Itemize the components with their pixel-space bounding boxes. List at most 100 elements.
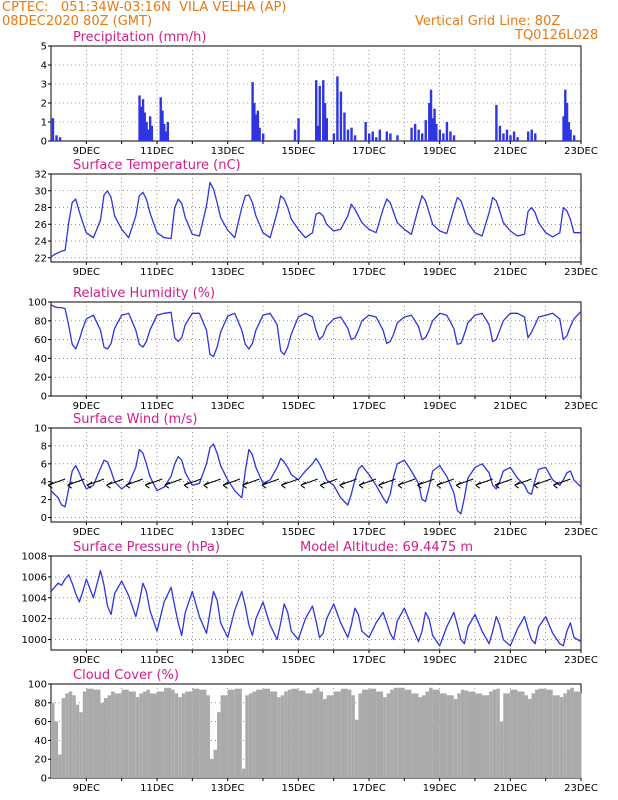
cloud-ytick-label: 60 bbox=[34, 717, 47, 728]
cloud-bar bbox=[210, 759, 214, 778]
cloud-bar bbox=[255, 689, 263, 778]
cloud-bar bbox=[340, 688, 348, 778]
cloud-bar bbox=[397, 687, 405, 778]
wind-arrow bbox=[125, 478, 144, 486]
wind-arrow-head bbox=[300, 481, 307, 486]
precip-bar bbox=[339, 91, 343, 141]
pres-ytick-label: 1002 bbox=[22, 614, 47, 625]
wind-arrow-head bbox=[203, 481, 209, 486]
cloud-bar bbox=[100, 702, 104, 778]
cloud-bar bbox=[270, 691, 278, 778]
precip-bar bbox=[353, 135, 357, 141]
precip-bar bbox=[534, 133, 537, 141]
wind-arrow-head bbox=[281, 484, 286, 489]
cloud-bar bbox=[54, 721, 59, 778]
wind-ytick-label: 4 bbox=[41, 477, 47, 488]
wind-arrow-head bbox=[261, 484, 267, 489]
wind-arrow-head bbox=[533, 481, 540, 486]
rh-ytick-label: 20 bbox=[34, 373, 47, 384]
wind-arrow-head bbox=[358, 484, 364, 489]
precip-bar bbox=[166, 122, 169, 141]
cloud-bar bbox=[390, 689, 394, 778]
wind-arrow-head bbox=[397, 484, 403, 489]
precip-title: Precipitation (mm/h) bbox=[73, 30, 206, 45]
wind-arrow-head bbox=[514, 481, 520, 486]
pres-xtick-label: 11DEC bbox=[140, 655, 174, 666]
rh-xtick-label: 11DEC bbox=[140, 401, 174, 412]
cloud-bar bbox=[220, 695, 228, 778]
wind-arrow bbox=[417, 478, 435, 486]
wind-arrow bbox=[358, 478, 377, 486]
pres-xtick-label: 19DEC bbox=[423, 655, 457, 666]
precip-ytick-label: 0 bbox=[41, 137, 47, 148]
rh-ytick-label: 80 bbox=[34, 316, 47, 327]
cloud-bar bbox=[146, 689, 150, 778]
cloud-bar bbox=[104, 698, 108, 778]
cloud-bar bbox=[432, 689, 440, 778]
wind-arrow-head bbox=[164, 484, 170, 489]
cloud-bar bbox=[333, 691, 341, 778]
cloud-bar bbox=[174, 693, 179, 778]
cloud-bar bbox=[277, 697, 281, 778]
wind-arrow-head bbox=[436, 484, 442, 489]
precip-bar bbox=[141, 99, 145, 141]
wind-arrow bbox=[222, 478, 241, 486]
cloud-bar bbox=[217, 712, 221, 778]
cloud-bar bbox=[517, 691, 525, 778]
cloud-bar bbox=[559, 697, 564, 778]
cloud-bar bbox=[351, 695, 355, 778]
precip-bar bbox=[147, 129, 150, 141]
wind-arrow bbox=[456, 478, 474, 486]
wind-arrow-head bbox=[242, 484, 247, 489]
precip-bar bbox=[323, 103, 327, 141]
precip-bar bbox=[150, 125, 154, 141]
precip-bar bbox=[262, 133, 265, 141]
wind-arrow bbox=[339, 478, 357, 486]
cloud-bar bbox=[369, 688, 377, 778]
temp-xtick-label: 17DEC bbox=[352, 267, 386, 278]
precip-bar bbox=[163, 123, 166, 141]
wind-arrow-head bbox=[417, 481, 423, 486]
precip-bar bbox=[435, 123, 438, 141]
cloud-bar bbox=[86, 688, 94, 778]
cloud-bar bbox=[510, 689, 518, 778]
wind-arrow bbox=[397, 478, 416, 486]
cloud-bar bbox=[287, 689, 292, 778]
cloud-bar bbox=[227, 689, 235, 778]
wind-arrow-head bbox=[358, 481, 365, 486]
precip-bar bbox=[140, 106, 143, 141]
wind-arrow-head bbox=[125, 484, 131, 489]
wind-arrow-head bbox=[339, 484, 345, 489]
cloud-bar bbox=[429, 687, 433, 778]
temp-xtick-label: 13DEC bbox=[211, 267, 245, 278]
cloud-bar bbox=[457, 693, 461, 778]
wind-arrow-head bbox=[553, 481, 559, 486]
cloud-bar bbox=[284, 691, 288, 778]
cloud-bar bbox=[58, 754, 62, 778]
precip-xtick-label: 9DEC bbox=[73, 146, 100, 157]
precip-bar bbox=[378, 129, 381, 141]
cloud-bar bbox=[241, 768, 246, 778]
cloud-bar bbox=[573, 691, 581, 778]
cloud-bar bbox=[460, 689, 465, 778]
cloud-xtick-label: 13DEC bbox=[211, 783, 245, 794]
wind-title: Surface Wind (m/s) bbox=[73, 412, 197, 427]
precip-bar bbox=[322, 80, 325, 141]
cloud-bar bbox=[581, 693, 582, 778]
temp-xtick-label: 23DEC bbox=[564, 267, 598, 278]
pres-xtick-label: 15DEC bbox=[281, 655, 315, 666]
cloud-bar bbox=[171, 689, 175, 778]
cloud-bar bbox=[107, 695, 112, 778]
pres-ytick-label: 1004 bbox=[22, 593, 47, 604]
wind-arrow-head bbox=[67, 481, 73, 486]
wind-arrow-head bbox=[456, 481, 462, 486]
cloud-bar bbox=[181, 693, 186, 778]
cloud-bar bbox=[128, 691, 136, 778]
precip-bar bbox=[433, 108, 436, 141]
cloud-bar bbox=[439, 693, 447, 778]
wind-arrow-head bbox=[86, 481, 93, 486]
precip-bar bbox=[318, 85, 321, 141]
wind-arrow-head bbox=[494, 481, 501, 486]
cloud-bar bbox=[114, 693, 122, 778]
